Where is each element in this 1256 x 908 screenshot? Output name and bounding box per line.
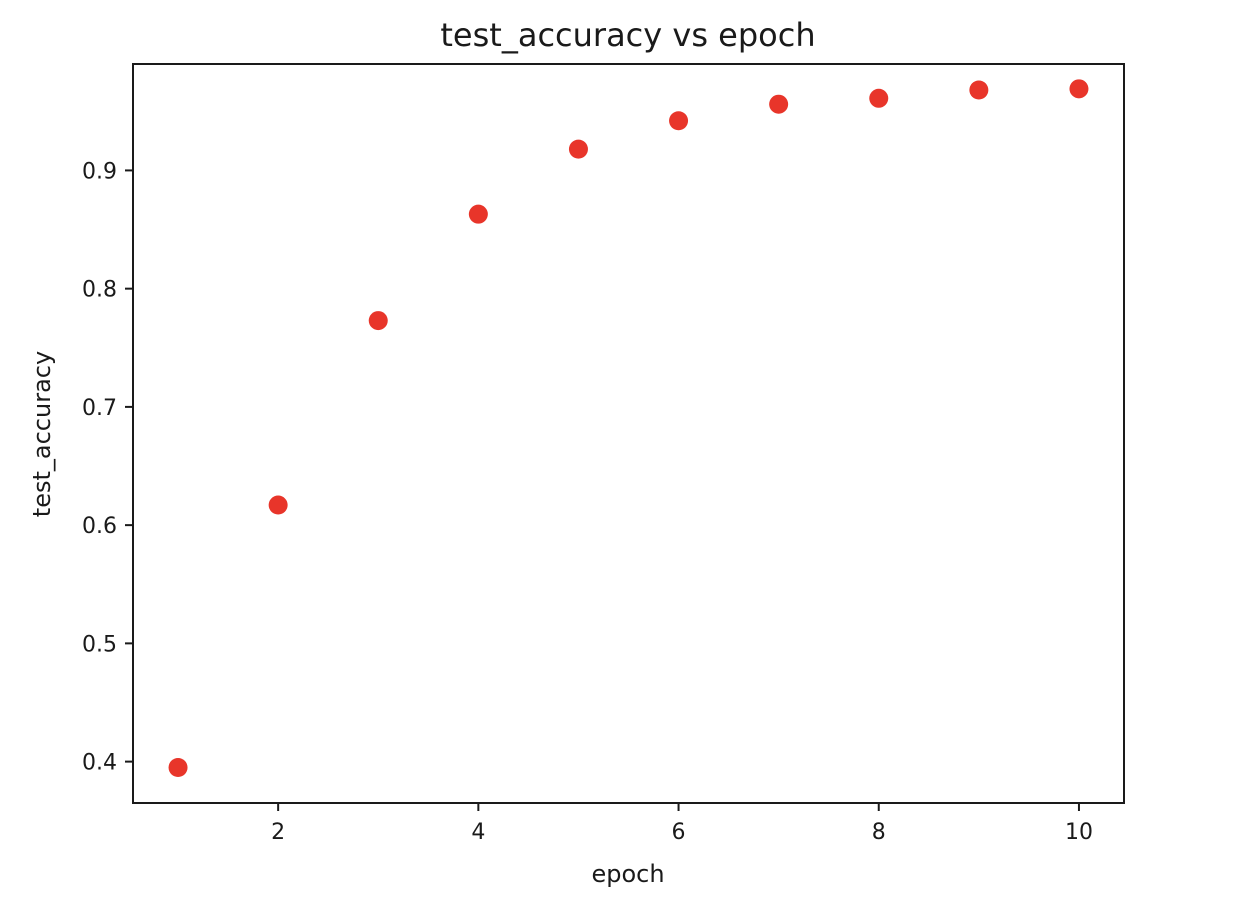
x-tick-label: 6 <box>672 820 686 845</box>
data-point <box>869 88 889 108</box>
x-tick-label: 8 <box>872 820 886 845</box>
data-point <box>468 204 488 224</box>
x-tick-label: 10 <box>1065 820 1093 845</box>
x-axis-label: epoch <box>591 860 664 888</box>
y-tick-label: 0.5 <box>82 632 117 657</box>
data-point <box>168 758 188 778</box>
data-points <box>168 79 1089 778</box>
chart-title: test_accuracy vs epoch <box>440 16 815 54</box>
x-axis: 2 4 6 8 10 <box>271 803 1093 845</box>
data-point <box>568 139 588 159</box>
y-tick-label: 0.6 <box>82 514 117 539</box>
x-tick-label: 4 <box>471 820 485 845</box>
data-point <box>769 94 789 114</box>
x-tick-label: 2 <box>271 820 285 845</box>
data-point <box>368 311 388 331</box>
data-point <box>669 111 689 131</box>
data-point <box>268 495 288 515</box>
data-point <box>1069 79 1089 99</box>
data-point <box>969 80 989 100</box>
y-tick-label: 0.7 <box>82 396 117 421</box>
y-tick-label: 0.8 <box>82 278 117 303</box>
plot-area <box>132 63 1125 804</box>
y-axis: 0.4 0.5 0.6 0.7 0.8 0.9 <box>82 159 133 776</box>
y-tick-label: 0.9 <box>82 159 117 184</box>
y-tick-label: 0.4 <box>82 751 117 776</box>
y-axis-label: test_accuracy <box>28 351 56 517</box>
